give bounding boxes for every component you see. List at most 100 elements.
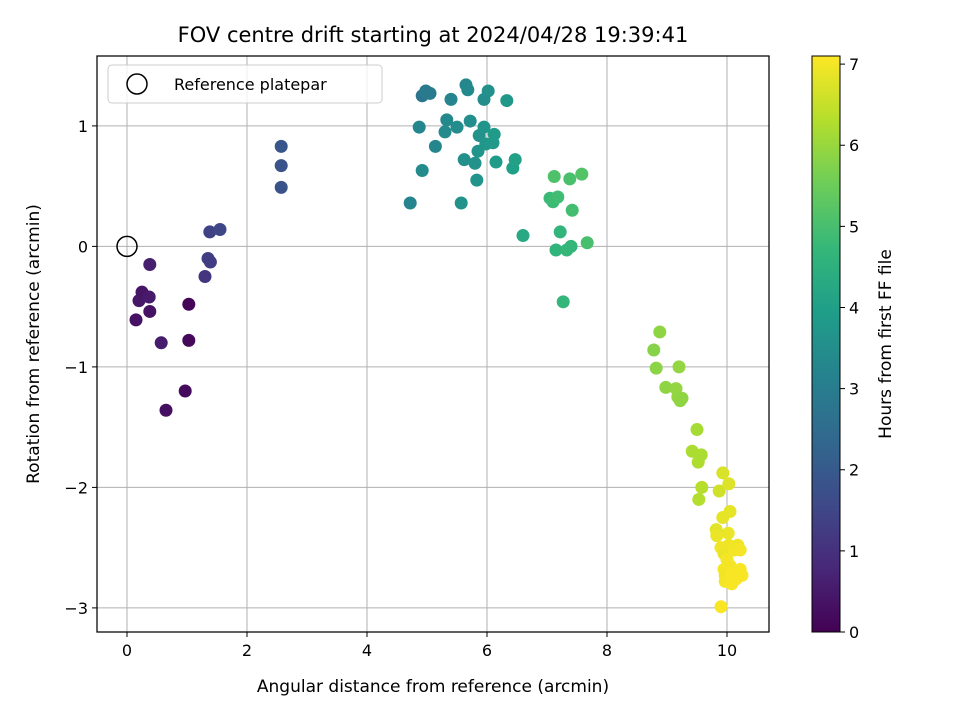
colorbar-tick-label: 5 bbox=[849, 217, 859, 236]
data-point bbox=[463, 114, 477, 128]
x-tick-label: 6 bbox=[482, 641, 492, 660]
legend-box bbox=[107, 64, 383, 104]
data-point bbox=[580, 236, 594, 250]
data-point bbox=[721, 526, 735, 540]
data-point bbox=[551, 190, 565, 204]
legend: Reference platepar bbox=[107, 64, 383, 104]
y-tick-label: 0 bbox=[78, 237, 88, 256]
data-point bbox=[547, 170, 561, 184]
data-point bbox=[274, 139, 288, 153]
data-point bbox=[415, 163, 429, 177]
data-point bbox=[143, 257, 157, 271]
data-point bbox=[516, 229, 530, 243]
data-point bbox=[690, 423, 704, 437]
data-point bbox=[723, 504, 737, 518]
data-point bbox=[461, 83, 475, 97]
data-point bbox=[722, 477, 736, 491]
data-point bbox=[508, 153, 522, 167]
data-point bbox=[457, 153, 471, 167]
data-point bbox=[213, 223, 227, 237]
data-point bbox=[438, 125, 452, 139]
plot-frame bbox=[96, 55, 770, 633]
data-point bbox=[675, 391, 689, 405]
data-point bbox=[553, 225, 567, 239]
data-point bbox=[423, 86, 437, 100]
data-point bbox=[659, 380, 673, 394]
y-axis-ticks: −3 −2 −1 0 1 bbox=[64, 117, 97, 618]
data-point bbox=[489, 155, 503, 169]
data-point bbox=[470, 173, 484, 187]
colorbar-tick-label: 7 bbox=[849, 55, 859, 74]
data-point bbox=[565, 203, 579, 217]
colorbar-tick-label: 2 bbox=[849, 461, 859, 480]
data-point bbox=[733, 543, 747, 557]
data-point bbox=[142, 290, 156, 304]
colorbar-ticks: 0 1 2 3 4 5 6 7 bbox=[840, 55, 859, 642]
data-point bbox=[564, 239, 578, 253]
y-axis-label: Rotation from reference (arcmin) bbox=[24, 204, 44, 484]
data-point bbox=[182, 297, 196, 311]
data-point bbox=[647, 343, 661, 357]
colorbar-tick-label: 1 bbox=[849, 542, 859, 561]
colorbar: 0 1 2 3 4 5 6 7 Hours from first FF file bbox=[811, 55, 896, 642]
x-tick-label: 8 bbox=[602, 641, 612, 660]
data-point bbox=[182, 333, 196, 347]
data-point bbox=[556, 295, 570, 309]
colorbar-tick-label: 3 bbox=[849, 380, 859, 399]
data-point bbox=[563, 172, 577, 186]
data-point bbox=[695, 480, 709, 494]
y-tick-label: −3 bbox=[64, 599, 88, 618]
x-tick-label: 2 bbox=[242, 641, 252, 660]
data-point bbox=[653, 325, 667, 339]
grid-lines bbox=[97, 56, 769, 632]
data-point bbox=[440, 113, 454, 127]
data-point bbox=[649, 361, 663, 375]
y-tick-label: −1 bbox=[64, 358, 88, 377]
data-point bbox=[712, 484, 726, 498]
data-point bbox=[403, 196, 417, 210]
legend-label: Reference platepar bbox=[174, 75, 327, 94]
data-point bbox=[203, 225, 217, 239]
data-point bbox=[549, 243, 563, 257]
data-point bbox=[143, 304, 157, 318]
x-tick-label: 10 bbox=[717, 641, 737, 660]
reference-marker bbox=[116, 235, 138, 258]
data-point bbox=[450, 120, 464, 134]
data-point bbox=[159, 403, 173, 417]
data-point bbox=[154, 336, 168, 350]
data-point bbox=[481, 84, 495, 98]
data-point bbox=[203, 255, 217, 269]
data-point bbox=[714, 600, 728, 614]
data-point bbox=[444, 92, 458, 106]
colorbar-tick-label: 6 bbox=[849, 136, 859, 155]
data-point bbox=[198, 270, 212, 284]
plot-area bbox=[96, 55, 770, 633]
data-points bbox=[129, 78, 749, 614]
data-point bbox=[274, 180, 288, 194]
legend-marker bbox=[126, 73, 148, 95]
x-axis-ticks: 0 2 4 6 8 10 bbox=[122, 632, 737, 660]
data-point bbox=[468, 156, 482, 170]
x-tick-label: 4 bbox=[362, 641, 372, 660]
x-tick-label: 0 bbox=[122, 641, 132, 660]
chart-title: FOV centre drift starting at 2024/04/28 … bbox=[178, 23, 689, 47]
x-axis-label: Angular distance from reference (arcmin) bbox=[257, 677, 609, 697]
data-point bbox=[716, 466, 730, 480]
data-point bbox=[710, 529, 724, 543]
colorbar-label: Hours from first FF file bbox=[876, 249, 896, 439]
data-point bbox=[735, 568, 749, 582]
colorbar-tick-label: 4 bbox=[849, 298, 859, 317]
data-point bbox=[575, 167, 589, 181]
data-point bbox=[454, 196, 468, 210]
colorbar-tick-label: 0 bbox=[849, 623, 859, 642]
data-point bbox=[129, 313, 143, 327]
data-point bbox=[477, 120, 491, 134]
colorbar-gradient bbox=[812, 56, 840, 632]
data-point bbox=[500, 94, 514, 108]
data-point bbox=[672, 360, 686, 374]
data-point bbox=[428, 139, 442, 153]
y-tick-label: 1 bbox=[78, 117, 88, 136]
y-tick-label: −2 bbox=[64, 478, 88, 497]
data-point bbox=[694, 448, 708, 462]
